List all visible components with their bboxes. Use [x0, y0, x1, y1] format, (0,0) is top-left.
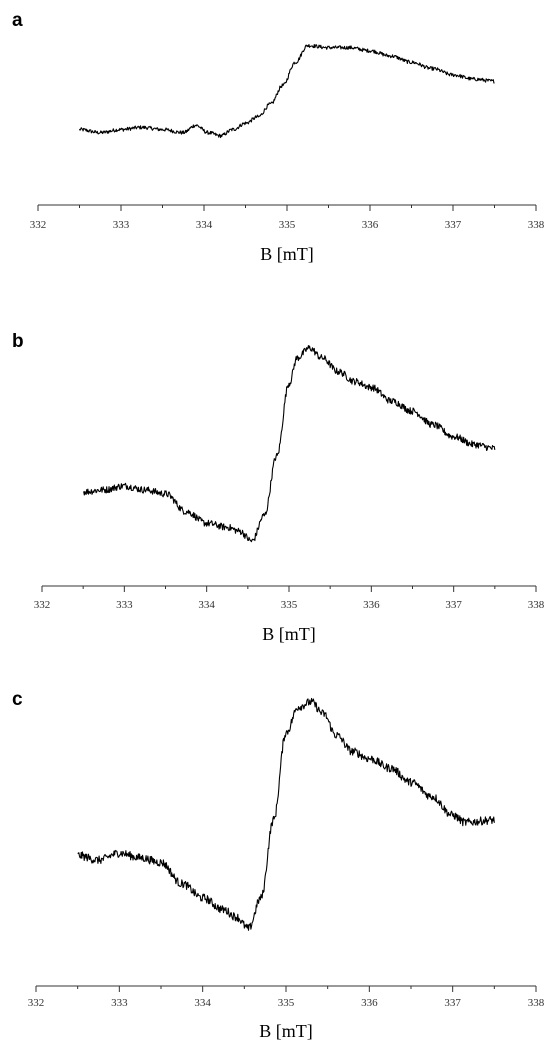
- panel-letter: a: [12, 10, 23, 31]
- spectrum-line: [77, 697, 495, 931]
- x-tick-label: 336: [362, 219, 379, 231]
- x-tick-label: 332: [34, 599, 51, 611]
- x-tick-label: 338: [528, 997, 545, 1009]
- x-tick-label: 333: [113, 219, 130, 231]
- x-tick-label: 337: [445, 219, 462, 231]
- x-tick-label: 333: [116, 599, 133, 611]
- x-tick-label: 336: [361, 997, 378, 1009]
- x-tick-label: 337: [444, 997, 461, 1009]
- x-tick-label: 334: [198, 599, 215, 611]
- x-axis-label: B [mT]: [259, 1021, 313, 1041]
- spectrum-line: [83, 345, 496, 543]
- panel-a: a 332 333 334 335 336 337 338 B [mT]: [12, 10, 545, 264]
- panel-c: c 332 333 334 335 336 337 338 B [mT]: [12, 689, 545, 1041]
- x-tick-label: 332: [30, 219, 47, 231]
- x-tick-label: 334: [196, 219, 213, 231]
- x-tick-label: 338: [528, 599, 545, 611]
- spectrum-line: [78, 43, 495, 139]
- x-tick-label: 335: [281, 599, 298, 611]
- panel-b: b 332 333 334 335 336 337 338 B [mT]: [12, 331, 545, 644]
- x-tick-label: 338: [528, 219, 545, 231]
- x-tick-label: 336: [363, 599, 380, 611]
- x-tick-label: 332: [28, 997, 45, 1009]
- x-tick-label: 337: [445, 599, 462, 611]
- panel-letter: c: [12, 689, 23, 710]
- x-tick-label: 334: [194, 997, 211, 1009]
- x-tick-label: 335: [278, 997, 295, 1009]
- x-axis-label: B [mT]: [260, 244, 314, 264]
- panel-letter: b: [12, 331, 24, 352]
- x-axis-label: B [mT]: [262, 624, 316, 644]
- x-tick-label: 335: [279, 219, 296, 231]
- x-tick-label: 333: [111, 997, 128, 1009]
